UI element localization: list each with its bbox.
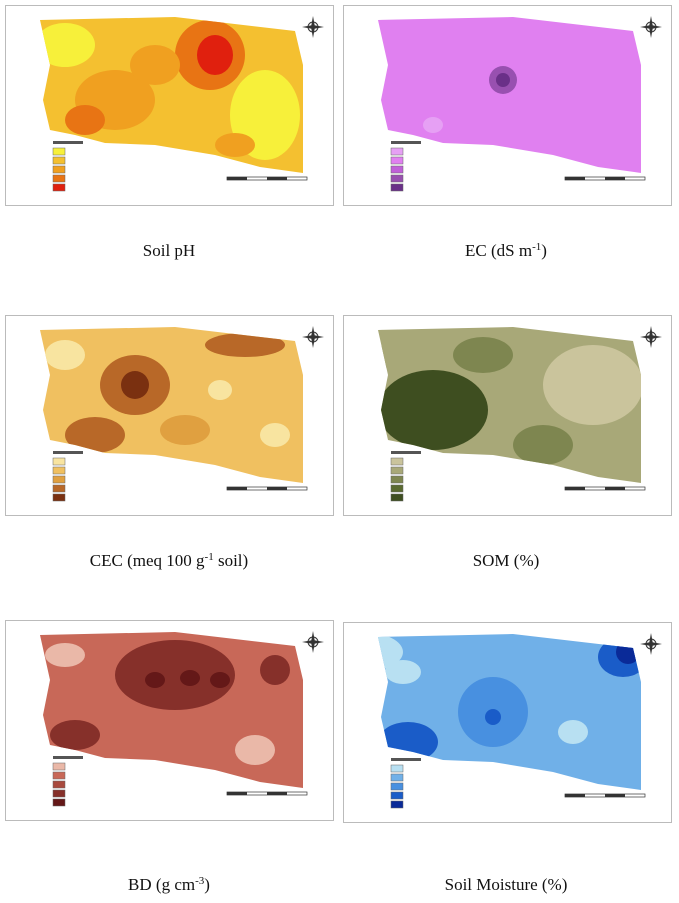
map-zone: [260, 423, 290, 447]
map-zone: [453, 337, 513, 373]
map-zone: [205, 333, 285, 357]
map-zone: [496, 73, 510, 87]
north-arrow: [640, 326, 662, 348]
map-zone: [50, 720, 100, 750]
legend-swatch: [390, 475, 404, 484]
map-zone: [45, 643, 85, 667]
map-zone: [115, 640, 235, 710]
legend-swatch: [390, 493, 404, 502]
map-zones: [45, 640, 290, 765]
legend-swatch: [52, 457, 66, 466]
scale-bar: [226, 176, 308, 181]
legend-swatch: [390, 764, 404, 773]
map-zone: [65, 105, 105, 135]
north-arrow: [302, 16, 324, 38]
legend: [390, 451, 421, 502]
map-caption: CEC (meq 100 g-1 soil): [90, 551, 248, 570]
legend-swatch: [52, 771, 66, 780]
legend: [390, 141, 421, 192]
map-zone: [385, 660, 421, 684]
map-zone: [558, 720, 588, 744]
map-zone: [208, 380, 232, 400]
legend: [52, 756, 83, 807]
map-zone: [423, 117, 443, 133]
map-zone: [45, 340, 85, 370]
north-arrow: [640, 16, 662, 38]
legend-swatch: [52, 789, 66, 798]
scale-bar: [564, 793, 646, 798]
legend-swatch: [390, 800, 404, 809]
legend-swatch: [390, 773, 404, 782]
legend-swatch: [52, 165, 66, 174]
north-arrow: [302, 326, 324, 348]
legend-swatch: [390, 484, 404, 493]
map-zone: [378, 370, 488, 450]
legend-swatch: [390, 782, 404, 791]
legend-swatch: [390, 183, 404, 192]
map-zone: [215, 133, 255, 157]
map-zone: [40, 23, 95, 67]
map-zone: [197, 35, 233, 75]
map-zone: [378, 337, 428, 373]
scale-bar: [564, 486, 646, 491]
map-panel: [343, 622, 672, 823]
map-zone: [543, 345, 641, 425]
map-zone: [235, 735, 275, 765]
legend: [390, 758, 421, 809]
map-zone: [160, 415, 210, 445]
map-zone: [130, 45, 180, 85]
legend-swatch: [390, 457, 404, 466]
map-region: [378, 17, 641, 173]
legend-swatch: [390, 466, 404, 475]
map-zone: [485, 709, 501, 725]
map-zones: [45, 333, 290, 453]
legend: [52, 451, 83, 502]
legend: [52, 141, 83, 192]
map-zones: [378, 337, 641, 465]
legend-swatch: [52, 780, 66, 789]
legend-swatch: [52, 174, 66, 183]
map-panel: [5, 315, 334, 516]
legend-swatch: [52, 466, 66, 475]
legend-swatch: [390, 147, 404, 156]
scale-bar: [226, 486, 308, 491]
north-arrow: [640, 633, 662, 655]
map-panel: [343, 315, 672, 516]
map-caption: EC (dS m-1): [465, 241, 547, 260]
map-panel: [5, 5, 334, 206]
map-zone: [145, 672, 165, 688]
map-zone: [513, 425, 573, 465]
map-zones: [40, 20, 300, 160]
map-panel: [343, 5, 672, 206]
map-caption: Soil Moisture (%): [445, 875, 568, 894]
north-arrow: [302, 631, 324, 653]
map-caption: SOM (%): [473, 551, 540, 570]
legend-swatch: [52, 183, 66, 192]
map-zones: [423, 66, 517, 133]
map-zone: [260, 655, 290, 685]
legend-swatch: [390, 156, 404, 165]
map-zone: [180, 670, 200, 686]
scale-bar: [226, 791, 308, 796]
legend-swatch: [52, 147, 66, 156]
legend-swatch: [52, 484, 66, 493]
legend-swatch: [390, 174, 404, 183]
map-zone: [65, 417, 125, 453]
map-zone: [210, 672, 230, 688]
map-panel: [5, 620, 334, 821]
map-caption: Soil pH: [143, 241, 195, 260]
legend-swatch: [52, 798, 66, 807]
legend-swatch: [52, 762, 66, 771]
legend-swatch: [52, 156, 66, 165]
legend-swatch: [52, 475, 66, 484]
legend-swatch: [390, 791, 404, 800]
map-caption: BD (g cm-3): [128, 875, 210, 894]
scale-bar: [564, 176, 646, 181]
legend-swatch: [390, 165, 404, 174]
legend-swatch: [52, 493, 66, 502]
map-zone: [121, 371, 149, 399]
